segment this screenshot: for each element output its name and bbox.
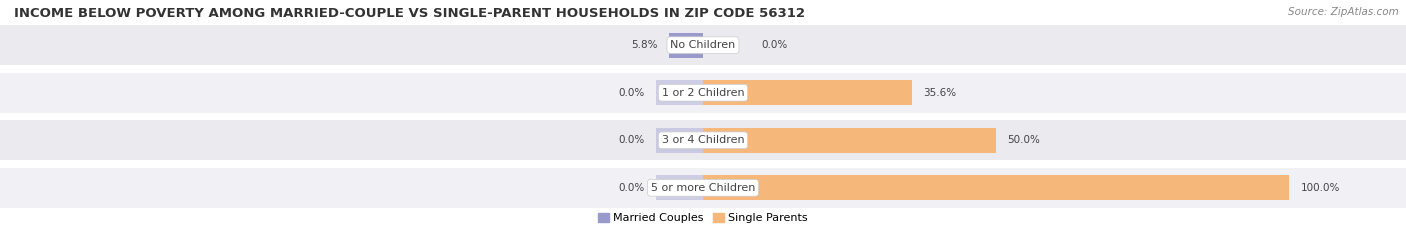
Text: 5 or more Children: 5 or more Children <box>651 183 755 193</box>
Text: Source: ZipAtlas.com: Source: ZipAtlas.com <box>1288 7 1399 17</box>
Text: 35.6%: 35.6% <box>924 88 956 98</box>
Text: 100.0%: 100.0% <box>1301 183 1340 193</box>
Text: No Children: No Children <box>671 40 735 50</box>
Bar <box>669 33 703 58</box>
Text: 5.8%: 5.8% <box>631 40 657 50</box>
Bar <box>657 128 703 153</box>
Text: 1 or 2 Children: 1 or 2 Children <box>662 88 744 98</box>
Bar <box>657 80 703 105</box>
Bar <box>0 120 1406 161</box>
Text: 3 or 4 Children: 3 or 4 Children <box>662 135 744 145</box>
Text: 50.0%: 50.0% <box>1008 135 1040 145</box>
Text: 0.0%: 0.0% <box>619 88 644 98</box>
Text: 0.0%: 0.0% <box>619 183 644 193</box>
Bar <box>703 175 1289 200</box>
Text: INCOME BELOW POVERTY AMONG MARRIED-COUPLE VS SINGLE-PARENT HOUSEHOLDS IN ZIP COD: INCOME BELOW POVERTY AMONG MARRIED-COUPL… <box>14 7 806 20</box>
Bar <box>0 72 1406 113</box>
Bar <box>703 128 995 153</box>
Bar <box>657 175 703 200</box>
Text: 0.0%: 0.0% <box>762 40 787 50</box>
Bar <box>0 25 1406 65</box>
Text: 0.0%: 0.0% <box>619 135 644 145</box>
Legend: Married Couples, Single Parents: Married Couples, Single Parents <box>593 208 813 227</box>
Bar <box>0 168 1406 208</box>
Bar <box>703 80 911 105</box>
